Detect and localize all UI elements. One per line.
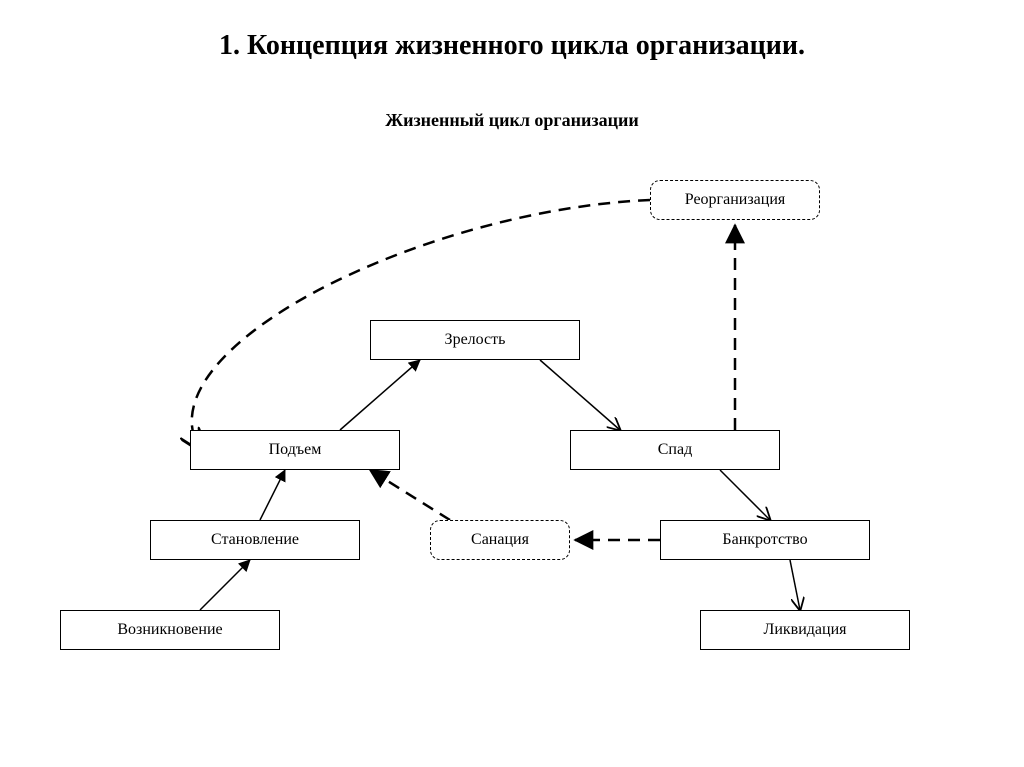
- node-label-decline: Спад: [658, 441, 692, 459]
- node-emergence: Возникновение: [60, 610, 280, 650]
- node-label-emergence: Возникновение: [117, 621, 222, 639]
- node-label-reorg: Реорганизация: [685, 191, 785, 209]
- edge-bankrupt-to-liquid: [790, 560, 800, 610]
- edge-emergence-to-formation: [200, 560, 250, 610]
- node-bankrupt: Банкротство: [660, 520, 870, 560]
- node-decline: Спад: [570, 430, 780, 470]
- node-reorg: Реорганизация: [650, 180, 820, 220]
- node-sanation: Санация: [430, 520, 570, 560]
- node-maturity: Зрелость: [370, 320, 580, 360]
- node-liquid: Ликвидация: [700, 610, 910, 650]
- page-subtitle: Жизненный цикл организации: [0, 110, 1024, 131]
- edge-sanation-to-rise: [370, 470, 450, 520]
- node-rise: Подъем: [190, 430, 400, 470]
- node-label-rise: Подъем: [269, 441, 322, 459]
- edge-formation-to-rise: [260, 470, 285, 520]
- node-label-bankrupt: Банкротство: [722, 531, 807, 549]
- edge-rise-to-maturity: [340, 360, 420, 430]
- edge-maturity-to-decline: [540, 360, 620, 430]
- node-label-maturity: Зрелость: [445, 331, 506, 349]
- node-label-liquid: Ликвидация: [763, 621, 846, 639]
- page-title: 1. Концепция жизненного цикла организаци…: [0, 30, 1024, 62]
- edge-decline-to-bankrupt: [720, 470, 770, 520]
- node-formation: Становление: [150, 520, 360, 560]
- node-label-sanation: Санация: [471, 531, 529, 549]
- node-label-formation: Становление: [211, 531, 299, 549]
- page: 1. Концепция жизненного цикла организаци…: [0, 0, 1024, 767]
